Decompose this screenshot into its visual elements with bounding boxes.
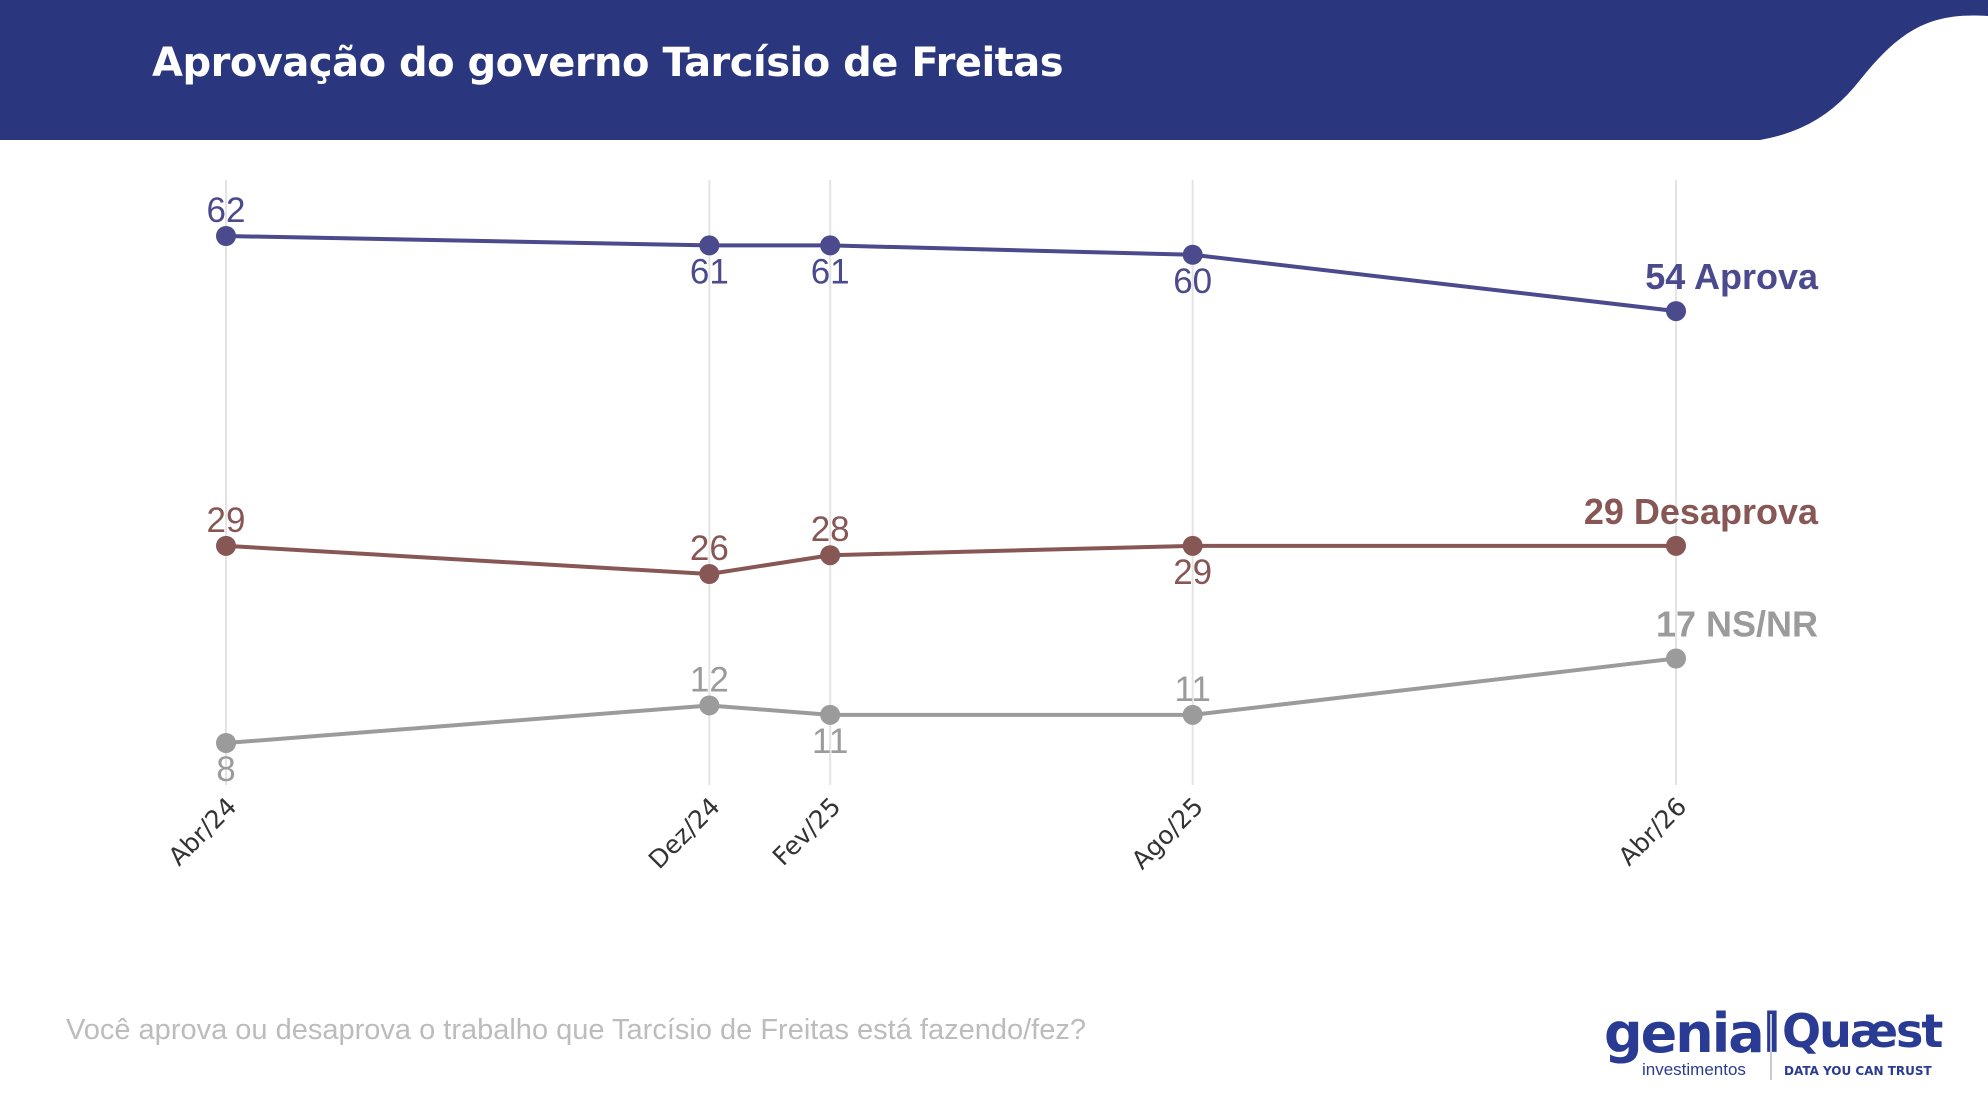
data-label-aprova-abr-24: 62: [207, 191, 246, 230]
series-line-aprova: [224, 234, 1678, 314]
data-label-aprova-dez-24: 61: [690, 252, 729, 291]
genial-logo: genial investimentos: [1600, 1002, 1781, 1088]
tick-label-abr-24: Abr/24: [163, 792, 243, 872]
tick-label-abr-26: Abr/26: [1613, 792, 1693, 872]
end-label-ns-nr: 17 NS/NR: [1656, 604, 1818, 645]
tick-label-ago-25: Ago/25: [1126, 792, 1209, 875]
data-label-desaprova-abr-24: 29: [207, 501, 246, 540]
series-line-ns-nr: [224, 656, 1678, 745]
data-point-ns-nr-dez-24: [699, 695, 720, 716]
end-label-desaprova: 29 Desaprova: [1584, 491, 1819, 532]
logos: genial investimentos Quæst DATA YOU CAN …: [1600, 1002, 1943, 1088]
data-point-aprova-abr-26: [1666, 301, 1686, 322]
data-label-aprova-fev-25: 61: [811, 252, 850, 291]
quaest-logo: Quæst DATA YOU CAN TRUST: [1782, 1004, 1943, 1088]
data-point-ns-nr-fev-25: [820, 704, 841, 725]
data-label-ns-nr-dez-24: 12: [690, 660, 729, 699]
data-point-aprova-ago-25: [1182, 244, 1203, 265]
tick-label-fev-25: Fev/25: [767, 792, 847, 872]
data-label-desaprova-fev-25: 28: [811, 510, 850, 549]
data-point-aprova-fev-25: [820, 235, 841, 256]
gridlines: [225, 180, 1677, 785]
data-point-aprova-dez-24: [699, 235, 720, 256]
header-background: [0, 0, 1988, 140]
data-label-desaprova-dez-24: 26: [690, 529, 729, 568]
data-points: [216, 226, 1686, 753]
data-point-ns-nr-abr-26: [1666, 648, 1686, 669]
data-point-aprova-abr-24: [216, 226, 236, 246]
data-point-ns-nr-abr-24: [216, 733, 236, 753]
x-axis-tick-labels: Abr/24 Dez/24 Fev/25 Ago/25 Abr/26: [163, 792, 1693, 875]
logo-divider: [1770, 1014, 1772, 1080]
data-point-desaprova-abr-26: [1666, 535, 1686, 556]
tick-label-dez-24: Dez/24: [643, 792, 726, 875]
series-line-desaprova: [224, 543, 1678, 576]
data-point-desaprova-fev-25: [820, 545, 841, 566]
page-title: Aprovação do governo Tarcísio de Freitas: [152, 40, 1064, 86]
quaest-logo-tagline: DATA YOU CAN TRUST: [1784, 1064, 1932, 1078]
end-label-aprova: 54 Aprova: [1645, 256, 1819, 297]
data-label-ns-nr-fev-25: 11: [812, 722, 848, 761]
series-lines: [224, 234, 1678, 745]
series-end-labels: 54 Aprova 29 Desaprova 17 NS/NR: [1584, 256, 1819, 644]
data-point-ns-nr-ago-25: [1182, 704, 1203, 725]
data-labels: 62 61 61 60 29 26 28 29 8 12 11 11: [207, 191, 1213, 789]
quaest-logo-wordmark: Quæst: [1782, 1004, 1943, 1058]
data-point-desaprova-dez-24: [699, 564, 720, 584]
survey-question: Você aprova ou desaprova o trabalho que …: [66, 1014, 1086, 1046]
data-label-ns-nr-ago-25: 11: [1174, 670, 1210, 709]
data-label-ns-nr-abr-24: 8: [216, 750, 235, 789]
data-label-desaprova-ago-25: 29: [1173, 553, 1212, 592]
genial-logo-wordmark: genial: [1604, 1002, 1781, 1065]
data-label-aprova-ago-25: 60: [1173, 262, 1212, 301]
genial-logo-subtitle: investimentos: [1642, 1060, 1746, 1079]
data-point-desaprova-abr-24: [216, 535, 236, 556]
header-bar: Aprovação do governo Tarcísio de Freitas: [0, 0, 1988, 140]
data-point-desaprova-ago-25: [1182, 535, 1203, 556]
